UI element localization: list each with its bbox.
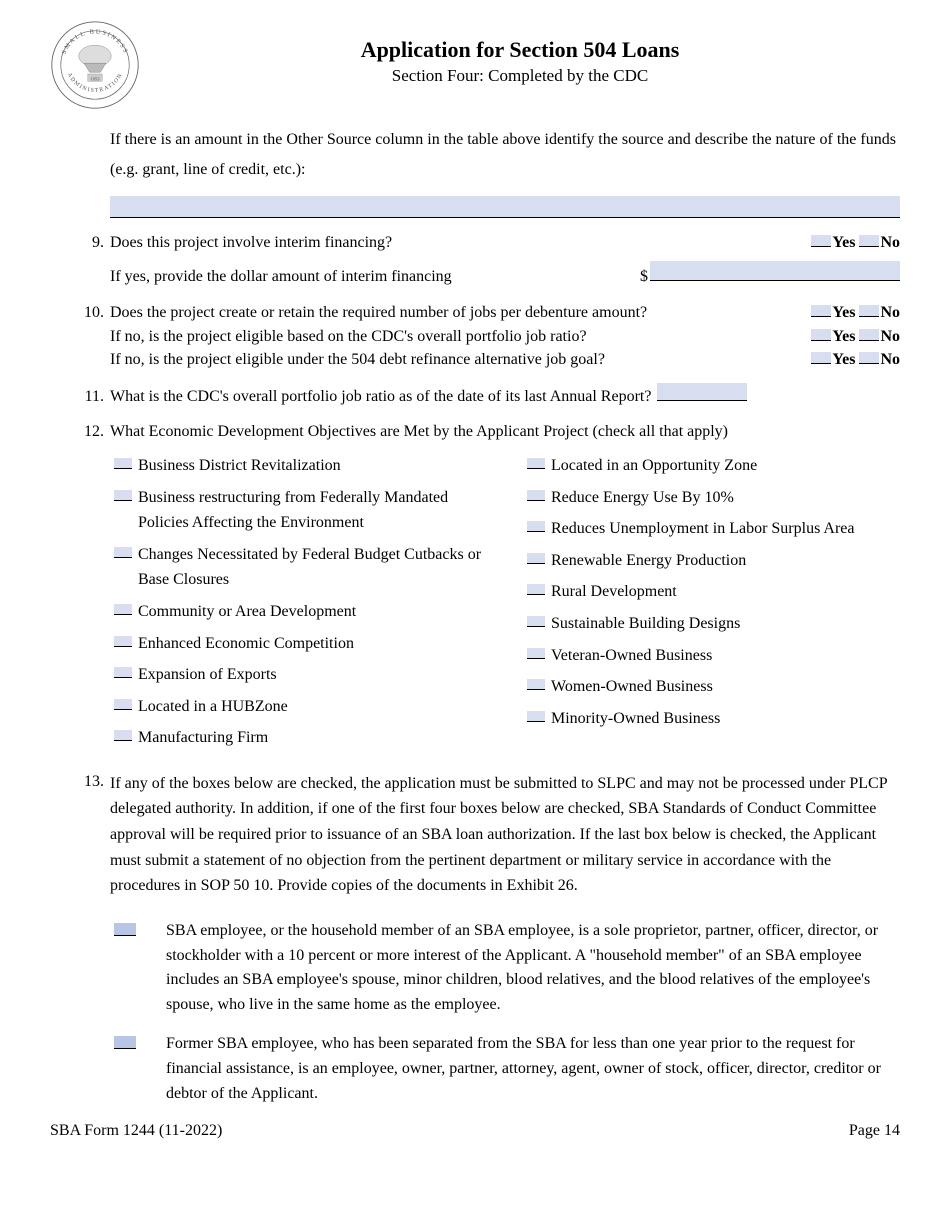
q9-dollar-sign: $ (640, 266, 648, 288)
q13-item-text: SBA employee, or the household member of… (166, 919, 900, 1018)
q10-line1: Does the project create or retain the re… (110, 302, 647, 324)
q12-number: 12. (82, 421, 110, 443)
q10-number: 10. (82, 302, 110, 324)
q12-left-label: Expansion of Exports (138, 662, 277, 688)
q12-right-item: Reduces Unemployment in Labor Surplus Ar… (527, 516, 900, 542)
q9-yes-no: Yes No (811, 232, 900, 254)
q12-left-checkbox[interactable] (114, 547, 132, 558)
q10a-no-checkbox[interactable] (859, 305, 879, 317)
q12-right-checkbox[interactable] (527, 584, 545, 595)
q9-yes-checkbox[interactable] (811, 235, 831, 247)
q12-right-item: Veteran-Owned Business (527, 643, 900, 669)
q12-right-column: Located in an Opportunity Zone Reduce Ene… (527, 453, 900, 757)
q12-right-checkbox[interactable] (527, 616, 545, 627)
q12-right-item: Located in an Opportunity Zone (527, 453, 900, 479)
q10c-no-checkbox[interactable] (859, 352, 879, 364)
q12-left-item: Expansion of Exports (114, 662, 487, 688)
q12-right-label: Reduce Energy Use By 10% (551, 485, 734, 511)
q12-right-label: Minority-Owned Business (551, 706, 720, 732)
q10b-no-checkbox[interactable] (859, 329, 879, 341)
q10-line3: If no, is the project eligible under the… (110, 349, 605, 371)
q13-item-text: Former SBA employee, who has been separa… (166, 1032, 900, 1106)
q12-left-checkbox[interactable] (114, 490, 132, 501)
q10a-yes-checkbox[interactable] (811, 305, 831, 317)
q12-left-checkbox[interactable] (114, 604, 132, 615)
q12-text: What Economic Development Objectives are… (110, 421, 728, 443)
q9-amount-input[interactable] (650, 261, 900, 281)
q12-right-label: Renewable Energy Production (551, 548, 746, 574)
q12-left-item: Community or Area Development (114, 599, 487, 625)
q12-left-checkbox[interactable] (114, 458, 132, 469)
q12-right-checkbox[interactable] (527, 679, 545, 690)
page-footer: SBA Form 1244 (11-2022) Page 14 (50, 1120, 900, 1142)
q13-number: 13. (82, 771, 110, 793)
q12-right-item: Renewable Energy Production (527, 548, 900, 574)
q12-left-item: Located in a HUBZone (114, 694, 487, 720)
q10-line2: If no, is the project eligible based on … (110, 326, 587, 348)
q13-checkbox[interactable] (114, 923, 136, 936)
q12-right-checkbox[interactable] (527, 711, 545, 722)
q13-item: SBA employee, or the household member of… (110, 919, 900, 1018)
q13-text: If any of the boxes below are checked, t… (110, 771, 900, 899)
q12-right-checkbox[interactable] (527, 648, 545, 659)
q9-text: Does this project involve interim financ… (110, 232, 801, 254)
q12-left-checkbox[interactable] (114, 699, 132, 710)
q12-left-label: Community or Area Development (138, 599, 356, 625)
page-subtitle: Section Four: Completed by the CDC (140, 65, 900, 88)
q12-right-label: Reduces Unemployment in Labor Surplus Ar… (551, 516, 855, 542)
q10b-yes-no: Yes No (811, 326, 900, 348)
q12-right-checkbox[interactable] (527, 458, 545, 469)
other-source-input[interactable] (110, 196, 900, 218)
q12-left-checkbox[interactable] (114, 636, 132, 647)
q12-right-label: Located in an Opportunity Zone (551, 453, 757, 479)
page-title: Application for Section 504 Loans (140, 35, 900, 65)
q12-right-item: Sustainable Building Designs (527, 611, 900, 637)
q13-checkbox[interactable] (114, 1036, 136, 1049)
q12-left-checkbox[interactable] (114, 667, 132, 678)
q12-right-label: Rural Development (551, 579, 677, 605)
q12-right-label: Veteran-Owned Business (551, 643, 712, 669)
q11-text: What is the CDC's overall portfolio job … (110, 386, 651, 408)
q12-right-checkbox[interactable] (527, 490, 545, 501)
footer-form-id: SBA Form 1244 (11-2022) (50, 1120, 222, 1142)
q12-left-label: Enhanced Economic Competition (138, 631, 354, 657)
q12-left-column: Business District Revitalization Business… (114, 453, 487, 757)
q12-left-item: Enhanced Economic Competition (114, 631, 487, 657)
q10c-yes-no: Yes No (811, 349, 900, 371)
q10b-yes-checkbox[interactable] (811, 329, 831, 341)
q12-right-checkbox[interactable] (527, 521, 545, 532)
q10a-yes-no: Yes No (811, 302, 900, 324)
q12-right-checkbox[interactable] (527, 553, 545, 564)
q11-ratio-input[interactable] (657, 383, 747, 401)
svg-text:1953: 1953 (91, 76, 101, 81)
sba-seal-icon: SMALL BUSINESS ADMINISTRATION 1953 (50, 20, 140, 110)
q11-number: 11. (82, 386, 110, 408)
q12-right-item: Women-Owned Business (527, 674, 900, 700)
intro-text: If there is an amount in the Other Sourc… (110, 125, 900, 186)
q12-left-label: Located in a HUBZone (138, 694, 288, 720)
q13-item: Former SBA employee, who has been separa… (110, 1032, 900, 1106)
q12-left-item: Changes Necessitated by Federal Budget C… (114, 542, 487, 593)
q12-right-item: Rural Development (527, 579, 900, 605)
q12-left-label: Business restructuring from Federally Ma… (138, 485, 487, 536)
footer-page-number: Page 14 (849, 1120, 900, 1142)
q12-left-item: Business restructuring from Federally Ma… (114, 485, 487, 536)
q9-sub-text: If yes, provide the dollar amount of int… (110, 266, 452, 288)
q10c-yes-checkbox[interactable] (811, 352, 831, 364)
q12-left-item: Business District Revitalization (114, 453, 487, 479)
q12-right-label: Sustainable Building Designs (551, 611, 740, 637)
q9-number: 9. (82, 232, 110, 254)
page-header: SMALL BUSINESS ADMINISTRATION 1953 Appli… (50, 20, 900, 110)
q9-no-checkbox[interactable] (859, 235, 879, 247)
q12-right-label: Women-Owned Business (551, 674, 713, 700)
q12-left-checkbox[interactable] (114, 730, 132, 741)
q12-left-label: Manufacturing Firm (138, 725, 268, 751)
q12-right-item: Minority-Owned Business (527, 706, 900, 732)
q12-left-label: Changes Necessitated by Federal Budget C… (138, 542, 487, 593)
q12-right-item: Reduce Energy Use By 10% (527, 485, 900, 511)
q12-left-label: Business District Revitalization (138, 453, 341, 479)
q12-left-item: Manufacturing Firm (114, 725, 487, 751)
